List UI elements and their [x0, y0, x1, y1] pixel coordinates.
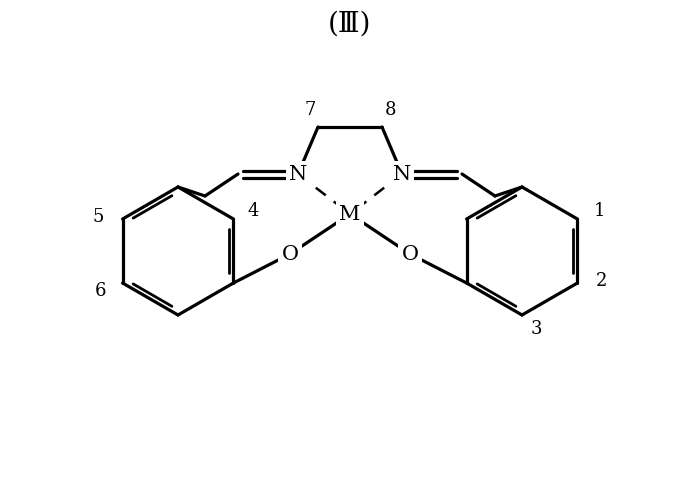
Text: M: M — [340, 205, 360, 224]
Text: O: O — [402, 244, 419, 263]
Text: 7: 7 — [304, 101, 316, 119]
Text: N: N — [289, 164, 307, 183]
Text: N: N — [393, 164, 411, 183]
Text: (Ⅲ): (Ⅲ) — [328, 11, 372, 37]
Text: 6: 6 — [94, 282, 106, 300]
Text: 1: 1 — [594, 202, 606, 220]
Text: 2: 2 — [596, 272, 607, 290]
Text: 5: 5 — [93, 208, 104, 226]
Text: 8: 8 — [384, 101, 395, 119]
Text: 3: 3 — [531, 320, 542, 338]
Text: O: O — [281, 244, 298, 263]
Text: 4: 4 — [248, 202, 259, 220]
